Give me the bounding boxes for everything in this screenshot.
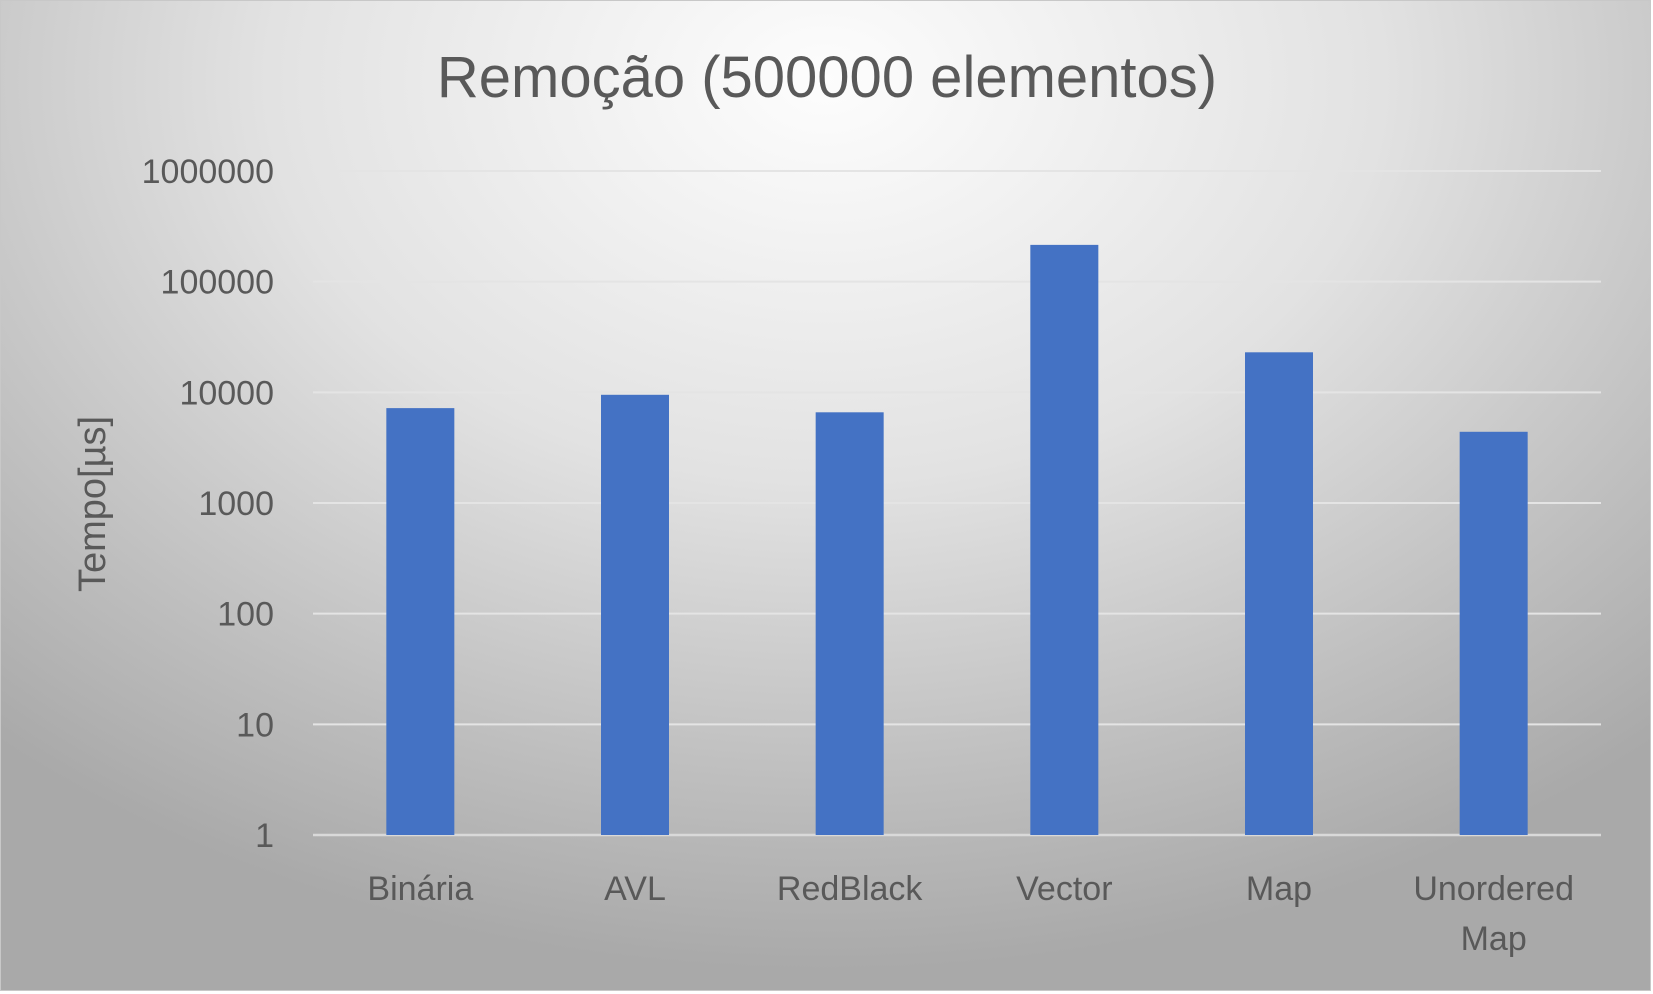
bar: [386, 408, 455, 835]
x-category-label: Binária: [367, 870, 473, 908]
x-category-label: RedBlack: [777, 870, 924, 908]
x-category-label: Map: [1461, 920, 1527, 958]
bar: [1030, 244, 1099, 835]
y-tick-label: 100000: [161, 264, 274, 302]
x-category-label: Unordered: [1413, 870, 1574, 908]
bars: [386, 244, 1528, 835]
gridlines: [313, 170, 1601, 837]
x-category-labels: Binária AVL RedBlack Vector Map Unordered Map: [367, 870, 1574, 958]
bar: [601, 394, 669, 835]
y-tick-label: 10000: [179, 374, 274, 412]
y-tick-label: 100: [217, 596, 274, 634]
bar: [815, 412, 884, 835]
bar: [1245, 352, 1313, 835]
x-category-label: AVL: [604, 870, 666, 908]
y-tick-label: 10: [236, 706, 274, 744]
bar: [1459, 431, 1528, 835]
y-tick-labels: 1 10 100 1000 10000 100000 1000000: [142, 153, 274, 855]
chart-title: Remoção (500000 elementos): [437, 45, 1217, 110]
y-axis-title: Tempo[µs]: [72, 416, 114, 592]
y-tick-label: 1: [255, 817, 274, 855]
x-category-label: Map: [1246, 870, 1312, 908]
y-tick-label: 1000: [198, 485, 274, 523]
x-category-label: Vector: [1016, 870, 1112, 908]
y-tick-label: 1000000: [142, 153, 274, 191]
